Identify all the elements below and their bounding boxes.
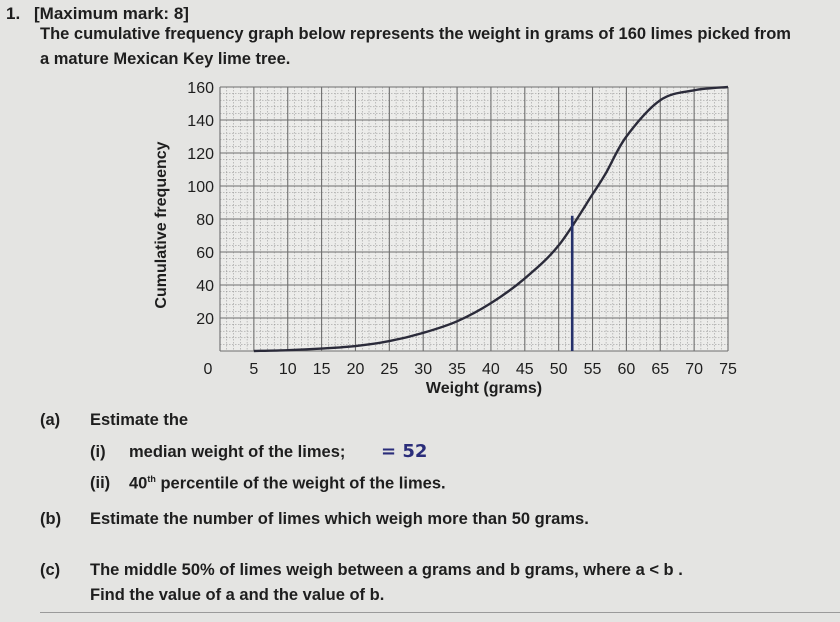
part-a-i-text: median weight of the limes;	[129, 443, 346, 461]
part-a-text: Estimate the	[90, 411, 189, 429]
x-tick-label: 30	[414, 361, 432, 378]
handwritten-answer: = 52	[381, 441, 428, 462]
x-axis-title: Weight (grams)	[426, 380, 542, 397]
percentile-superscript: th	[147, 474, 156, 484]
part-c-text-2: Find the value of a and the value of b.	[90, 586, 385, 604]
part-c-label: (c)	[40, 561, 61, 579]
y-axis-title: Cumulative frequency	[153, 141, 170, 308]
y-tick-label: 60	[196, 245, 214, 262]
y-tick-label: 20	[196, 311, 214, 328]
part-a-label: (a)	[40, 411, 61, 429]
part-a-i-label: (i)	[90, 443, 106, 461]
y-tick-label: 80	[196, 212, 214, 229]
x-tick-label: 15	[313, 361, 331, 378]
x-tick-label: 20	[347, 361, 365, 378]
x-tick-label: 45	[516, 361, 534, 378]
part-b-label: (b)	[40, 510, 62, 528]
percentile-number: 40	[129, 474, 148, 493]
x-tick-label: 60	[618, 361, 636, 378]
x-tick-label: 5	[249, 361, 258, 378]
x-tick-label: 55	[584, 361, 602, 378]
x-tick-label: 50	[550, 361, 568, 378]
x-tick-label: 75	[719, 361, 737, 378]
cumulative-frequency-curve	[253, 85, 729, 353]
question-number: 1.	[6, 4, 21, 23]
x-tick-label: 40	[482, 361, 500, 378]
x-tick-label: 70	[685, 361, 703, 378]
y-tick-label: 160	[187, 80, 214, 97]
x-tick-label: 10	[279, 361, 297, 378]
part-a-ii-text: 40th percentile of the weight of the lim…	[129, 474, 446, 494]
y-tick-label: 40	[196, 278, 214, 295]
part-b-text: Estimate the number of limes which weigh…	[90, 510, 589, 528]
y-tick-labels: 20 40 60 80 100 120 140 160	[187, 80, 214, 328]
y-tick-label: 100	[187, 179, 214, 196]
question-intro-line-1: The cumulative frequency graph below rep…	[40, 25, 791, 43]
percentile-text: percentile of the weight of the limes.	[160, 474, 446, 493]
x-tick-label: 35	[448, 361, 466, 378]
maximum-mark: [Maximum mark: 8]	[34, 4, 189, 23]
part-a-ii-label: (ii)	[90, 474, 111, 492]
x-tick-label: 0	[204, 361, 213, 378]
x-tick-labels: 0 5 10 15 20 25 30 35 40 45 50 55 60 65 70 75	[204, 361, 737, 378]
y-tick-label: 120	[187, 146, 214, 163]
question-intro-line-2: a mature Mexican Key lime tree.	[40, 50, 291, 68]
chart-series	[253, 85, 729, 353]
x-tick-label: 25	[380, 361, 398, 378]
chart-grid-major	[219, 86, 729, 352]
y-tick-label: 140	[187, 113, 214, 130]
part-c-text: The middle 50% of limes weigh between a …	[90, 561, 683, 579]
x-tick-label: 65	[651, 361, 669, 378]
answer-line	[40, 612, 840, 613]
